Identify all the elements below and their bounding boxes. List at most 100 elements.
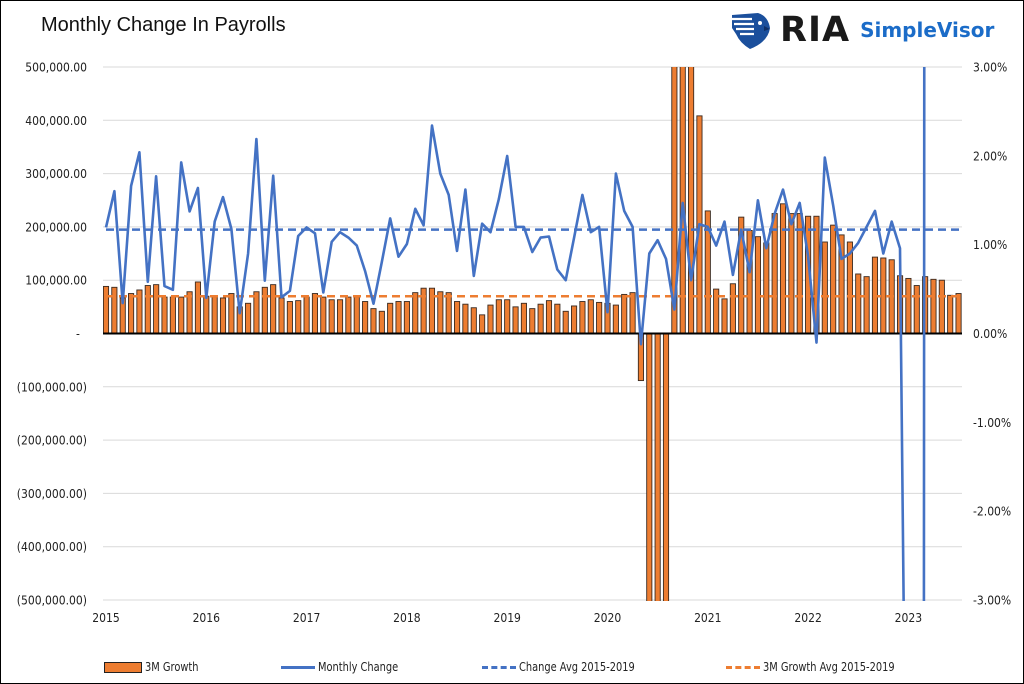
bar-3m-growth [529, 308, 536, 334]
three-month-growth-bars [103, 67, 962, 601]
bar-3m-growth [571, 305, 578, 334]
bar-3m-growth [462, 303, 469, 334]
bar-3m-growth [913, 285, 920, 334]
bar-3m-growth [537, 303, 544, 334]
bar-3m-growth [437, 291, 444, 334]
bar-3m-growth [395, 301, 402, 334]
bar-3m-growth [128, 293, 135, 334]
bar-3m-growth [654, 333, 661, 601]
legend-swatch-bar [104, 661, 142, 673]
logo-brand: RIA [780, 10, 851, 50]
bar-3m-growth [955, 293, 962, 334]
bar-3m-growth [261, 286, 268, 334]
bar-3m-growth [345, 296, 352, 334]
bar-3m-growth [520, 302, 527, 334]
right-tick-label: -1.00% [973, 416, 1011, 430]
bar-3m-growth [470, 307, 477, 334]
legend-label: Monthly Change [318, 660, 399, 674]
bar-3m-growth [228, 293, 235, 334]
x-tick-label: 2018 [393, 611, 421, 625]
bar-3m-growth [796, 213, 803, 334]
bar-3m-growth [554, 303, 561, 334]
right-axis-ticks: 3.00% 2.00% 1.00% 0.00% -1.00% -2.00% -3.00% [973, 61, 1011, 608]
right-tick-label: 0.00% [973, 327, 1007, 341]
monthly-change-line [104, 67, 926, 601]
left-tick-label: 400,000.00 [25, 114, 87, 128]
bar-3m-growth [947, 294, 954, 334]
legend-item-growth-avg[interactable]: 3M Growth Avg 2015-2019 [726, 660, 924, 674]
bar-3m-growth [153, 284, 160, 334]
x-tick-label: 2020 [594, 611, 622, 625]
bar-3m-growth [662, 333, 670, 601]
bar-3m-growth [612, 304, 619, 334]
left-tick-label: 300,000.00 [25, 167, 87, 181]
bar-3m-growth [754, 236, 761, 334]
bar-3m-growth [830, 224, 837, 334]
bar-3m-growth [253, 291, 260, 334]
legend-swatch-line [281, 665, 315, 669]
legend-label: 3M Growth [145, 660, 199, 674]
ria-simplevisor-logo[interactable]: RIA SimpleVisor [728, 10, 994, 50]
legend-item-monthly-change[interactable]: Monthly Change [281, 660, 416, 674]
bar-3m-growth [219, 297, 227, 334]
logo-product: SimpleVisor [860, 18, 995, 42]
bar-3m-growth [596, 301, 603, 334]
left-tick-label: 100,000.00 [25, 274, 87, 288]
bar-3m-growth [479, 314, 486, 334]
bar-3m-growth [320, 296, 327, 334]
bar-3m-growth [387, 302, 394, 334]
right-tick-label: 3.00% [973, 61, 1007, 75]
bar-3m-growth [353, 296, 360, 334]
bar-3m-growth [370, 308, 377, 334]
bar-3m-growth [788, 213, 795, 334]
bar-3m-growth [403, 301, 410, 334]
bar-3m-growth [729, 283, 736, 334]
left-tick-label: (100,000.00) [17, 380, 87, 394]
bar-3m-growth [504, 299, 511, 334]
bar-3m-growth [512, 306, 519, 334]
bar-3m-growth [487, 304, 494, 334]
bar-3m-growth [938, 279, 945, 334]
bar-3m-growth [863, 276, 870, 334]
left-tick-label: - [76, 327, 80, 341]
bar-3m-growth [203, 295, 210, 334]
monthly-change-line-group [104, 67, 926, 601]
x-tick-label: 2023 [895, 611, 922, 625]
bar-3m-growth [545, 300, 553, 334]
left-tick-label: (300,000.00) [17, 487, 87, 501]
legend-swatch-dashed-blue [482, 665, 516, 669]
bar-3m-growth [579, 301, 586, 334]
chart-legend: 3M Growth Monthly Change Change Avg 2015… [0, 660, 1024, 678]
bar-3m-growth [721, 298, 728, 334]
bar-3m-growth [178, 296, 185, 334]
bar-3m-growth [454, 301, 461, 334]
bar-3m-growth [270, 284, 277, 334]
legend-item-3m-growth[interactable]: 3M Growth [104, 660, 210, 674]
bar-3m-growth [621, 293, 628, 334]
x-axis-ticks: 2015 2016 2017 2018 2019 2020 2021 2022 2023 [92, 611, 922, 625]
bar-3m-growth [194, 281, 201, 334]
bar-3m-growth [328, 299, 335, 334]
right-tick-label: 1.00% [973, 238, 1007, 252]
right-tick-label: 2.00% [973, 149, 1007, 163]
bar-3m-growth [144, 285, 151, 334]
bar-3m-growth [169, 296, 176, 334]
bar-3m-growth [495, 299, 502, 334]
chart-title: Monthly Change In Payrolls [41, 14, 286, 36]
legend-item-change-avg[interactable]: Change Avg 2015-2019 [482, 660, 660, 674]
bar-3m-growth [855, 273, 862, 334]
bar-3m-growth [905, 277, 912, 334]
bar-3m-growth [445, 292, 452, 334]
bar-3m-growth [111, 286, 118, 334]
bar-3m-growth [412, 292, 419, 334]
bar-3m-growth [286, 301, 293, 334]
legend-label: 3M Growth Avg 2015-2019 [763, 660, 895, 674]
x-tick-label: 2017 [293, 611, 320, 625]
eagle-shield-icon [732, 13, 770, 49]
bar-3m-growth [821, 241, 828, 334]
bar-3m-growth [771, 213, 778, 334]
bar-3m-growth [629, 292, 636, 334]
bar-3m-growth [303, 296, 310, 334]
bar-3m-growth [295, 300, 302, 334]
